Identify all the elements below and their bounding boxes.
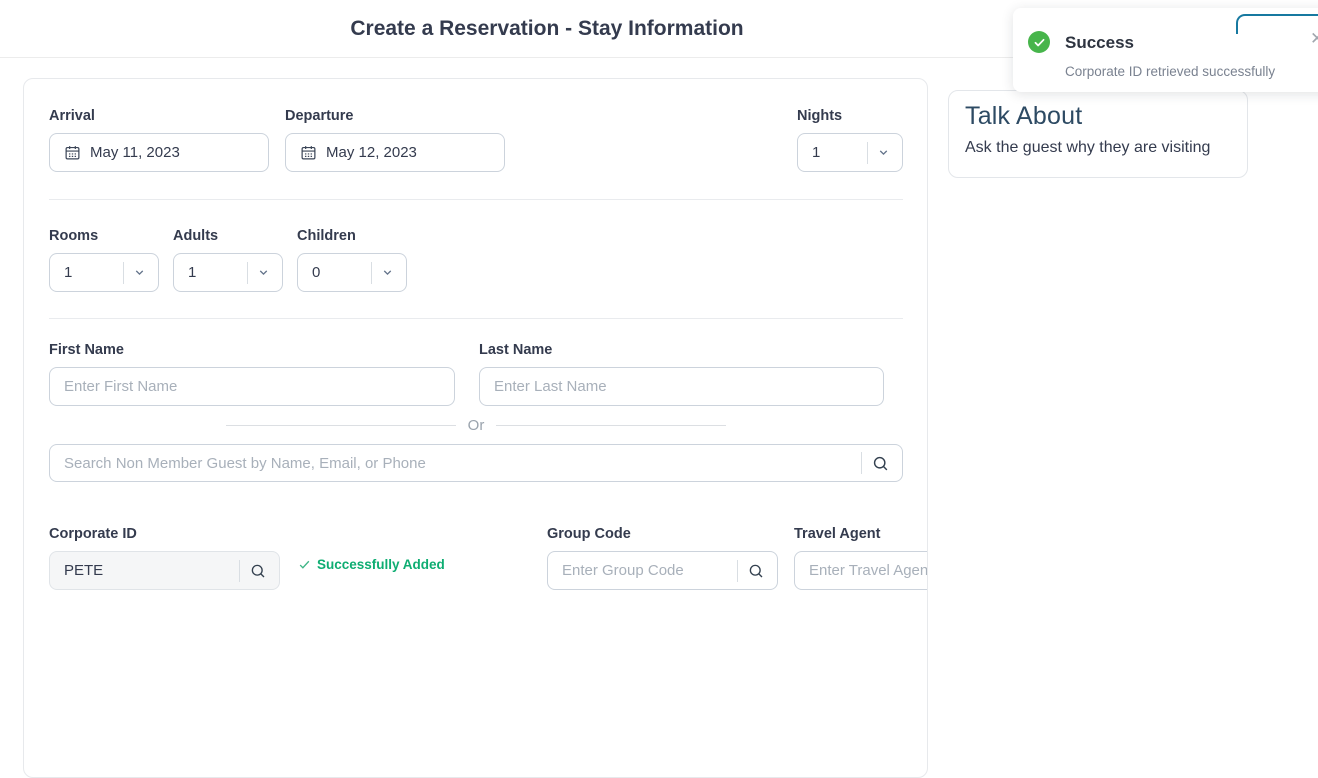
nights-field-group: Nights 1	[797, 108, 903, 172]
guest-search-input[interactable]	[64, 454, 852, 472]
chevron-down-icon	[133, 266, 146, 279]
toast-title: Success	[1065, 33, 1134, 52]
last-name-input[interactable]	[494, 378, 871, 395]
chevron-down-icon	[257, 266, 270, 279]
rooms-field-group: Rooms 1	[49, 228, 159, 292]
toast-obscured-button[interactable]	[1236, 14, 1318, 34]
adults-field-group: Adults 1	[173, 228, 283, 292]
divider	[737, 559, 738, 582]
corporate-id-field-group: Corporate ID	[49, 526, 280, 590]
occupancy-row: Rooms 1 Adults 1 Children 0	[49, 228, 903, 292]
corporate-id-status: Successfully Added	[298, 557, 445, 572]
adults-value: 1	[188, 264, 197, 281]
nights-label: Nights	[797, 108, 843, 124]
rooms-label: Rooms	[49, 228, 99, 244]
divider	[247, 261, 248, 284]
divider	[123, 261, 124, 284]
corporate-id-label: Corporate ID	[49, 526, 137, 542]
chevron-down-icon	[381, 266, 394, 279]
nights-value: 1	[812, 144, 821, 161]
section-divider	[49, 199, 903, 200]
travel-agent-field-group: Travel Agent	[794, 526, 927, 590]
chevron-down-icon	[877, 146, 890, 159]
departure-label: Departure	[285, 108, 354, 124]
talk-about-title: Talk About	[965, 102, 1083, 130]
calendar-icon	[64, 144, 81, 161]
first-name-field-group: First Name	[49, 342, 455, 406]
last-name-input-wrap	[479, 367, 884, 406]
divider-line	[226, 424, 456, 426]
departure-date-value: May 12, 2023	[326, 144, 417, 161]
dates-row: Arrival May 11, 2023 Departure	[49, 108, 903, 172]
search-icon[interactable]	[871, 454, 890, 473]
divider	[861, 452, 862, 474]
group-code-field-group: Group Code	[547, 526, 778, 590]
toast-message: Corporate ID retrieved successfully	[1065, 64, 1276, 79]
last-name-label: Last Name	[479, 342, 553, 358]
rooms-value: 1	[64, 264, 73, 281]
search-icon[interactable]	[747, 562, 765, 580]
codes-row: Corporate ID Successfully Added Group Co…	[49, 526, 927, 646]
departure-date-input[interactable]: May 12, 2023	[285, 133, 505, 172]
arrival-label: Arrival	[49, 108, 95, 124]
check-icon	[298, 558, 311, 571]
rooms-select[interactable]: 1	[49, 253, 159, 292]
nights-select[interactable]: 1	[797, 133, 903, 172]
first-name-input[interactable]	[64, 378, 442, 395]
section-divider	[49, 318, 903, 319]
divider	[371, 261, 372, 284]
or-divider: Or	[226, 415, 727, 435]
success-check-icon	[1028, 31, 1050, 53]
or-divider-label: Or	[467, 416, 485, 434]
corporate-id-status-text: Successfully Added	[317, 557, 445, 572]
talk-about-description: Ask the guest why they are visiting	[965, 139, 1211, 156]
last-name-field-group: Last Name	[479, 342, 884, 406]
success-toast: Success Corporate ID retrieved successfu…	[1013, 8, 1318, 92]
group-code-label: Group Code	[547, 526, 631, 542]
search-icon[interactable]	[249, 562, 267, 580]
arrival-date-value: May 11, 2023	[90, 144, 180, 161]
first-name-label: First Name	[49, 342, 124, 358]
children-label: Children	[297, 228, 356, 244]
arrival-field-group: Arrival May 11, 2023	[49, 108, 269, 172]
adults-label: Adults	[173, 228, 219, 244]
travel-agent-label: Travel Agent	[794, 526, 881, 542]
stay-information-card: Arrival May 11, 2023 Departure	[23, 78, 928, 778]
group-code-input[interactable]	[562, 562, 728, 579]
departure-field-group: Departure May 12, 2023	[285, 108, 505, 172]
travel-agent-input[interactable]	[809, 562, 927, 579]
adults-select[interactable]: 1	[173, 253, 283, 292]
close-icon[interactable]: ✕	[1310, 29, 1318, 48]
divider	[239, 559, 240, 582]
corporate-id-input[interactable]	[64, 562, 230, 579]
talk-about-card: Talk About Ask the guest why they are vi…	[948, 90, 1248, 178]
name-row: First Name Last Name	[49, 342, 903, 406]
first-name-input-wrap	[49, 367, 455, 406]
travel-agent-input-wrap	[794, 551, 927, 590]
arrival-date-input[interactable]: May 11, 2023	[49, 133, 269, 172]
group-code-input-wrap	[547, 551, 778, 590]
calendar-icon	[300, 144, 317, 161]
guest-search-wrap	[49, 444, 903, 482]
divider-line	[496, 424, 727, 426]
divider	[867, 141, 868, 164]
page-title: Create a Reservation - Stay Information	[350, 17, 744, 40]
children-field-group: Children 0	[297, 228, 407, 292]
children-value: 0	[312, 264, 321, 281]
corporate-id-input-wrap	[49, 551, 280, 590]
children-select[interactable]: 0	[297, 253, 407, 292]
